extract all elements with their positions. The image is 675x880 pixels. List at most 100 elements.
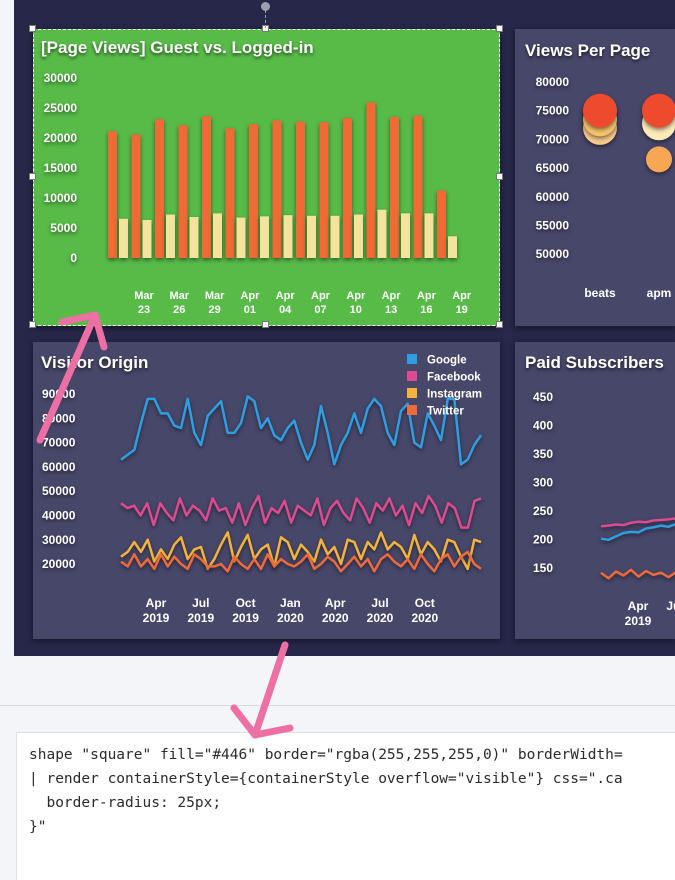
y-tick-label: 60000 <box>42 460 76 474</box>
bar-orange <box>225 128 235 258</box>
code-editor[interactable]: shape "square" fill="#446" border="rgba(… <box>16 732 675 880</box>
bar-orange <box>272 120 282 258</box>
y-tick-label: 70000 <box>42 436 76 450</box>
bar-orange <box>319 122 329 258</box>
x-tick-label: Apr <box>628 599 649 613</box>
bar-orange <box>249 124 258 258</box>
x-tick-label: Apr <box>452 290 472 302</box>
code-line-4[interactable]: }" <box>29 819 47 835</box>
resize-handle-left[interactable] <box>29 173 36 180</box>
bar-orange <box>366 102 376 258</box>
bubble-point <box>646 146 672 173</box>
y-tick-label: 50000 <box>536 247 570 261</box>
y-tick-label: 200 <box>533 533 553 547</box>
bubble-point <box>642 93 675 128</box>
y-tick-label: 300 <box>533 476 553 490</box>
bar-cream <box>283 215 293 258</box>
x-tick-label: Oct <box>236 596 256 610</box>
y-tick-label: 450 <box>533 390 553 404</box>
rotate-handle[interactable] <box>261 2 270 11</box>
x-tick-label: Apr <box>325 596 346 610</box>
x-tick-label: 2020 <box>322 611 349 625</box>
x-tick-label: 2019 <box>187 611 214 625</box>
x-tick-label: 04 <box>279 304 292 316</box>
x-tick-label: 23 <box>138 304 150 316</box>
y-tick-label: 75000 <box>536 104 570 118</box>
paid-subscribers-panel[interactable]: Paid Subscribers 450 400 350 300 250 200 150 Ap… <box>515 342 675 639</box>
y-tick-label: 25000 <box>44 101 78 115</box>
bar-cream <box>260 216 269 258</box>
page-views-title: [Page Views] Guest vs. Logged-in <box>41 38 314 57</box>
bar-cream <box>354 214 363 258</box>
legend-label: Facebook <box>427 372 481 384</box>
resize-handle-top-right[interactable] <box>496 25 503 32</box>
visitor-origin-panel[interactable]: Visitor Origin 90000 80000 70000 60000 50000… <box>33 342 500 639</box>
y-tick-label: 10000 <box>44 191 78 205</box>
x-tick-label: 2019 <box>625 614 652 628</box>
y-tick-label: 150 <box>533 561 553 575</box>
series-line-google <box>120 395 483 466</box>
y-tick-label: 70000 <box>536 132 570 146</box>
x-tick-label: 13 <box>385 304 397 316</box>
views-per-page-panel[interactable]: Views Per Page 80000 75000 70000 65000 60000… <box>515 29 675 326</box>
code-line-1[interactable]: shape "square" fill="#446" border="rgba(… <box>29 747 623 763</box>
resize-handle-bottom-left[interactable] <box>29 321 36 328</box>
x-tick-label: Mar <box>205 290 225 302</box>
x-tick-label: 19 <box>456 304 468 316</box>
y-tick-label: 15000 <box>44 161 78 175</box>
bar-orange <box>155 119 164 258</box>
y-tick-label: 250 <box>533 504 553 518</box>
bar-cream <box>189 216 199 258</box>
y-tick-label: 65000 <box>536 161 570 175</box>
bar-orange <box>413 115 423 258</box>
resize-handle-right[interactable] <box>496 173 503 180</box>
series-line-2 <box>600 568 675 580</box>
bar-orange <box>178 125 188 259</box>
code-line-3[interactable]: border-radius: 25px; <box>29 795 222 811</box>
x-tick-label: Apr <box>146 596 167 610</box>
x-label: beats <box>584 286 616 300</box>
y-tick-label: 30000 <box>44 71 78 85</box>
x-tick-label: 29 <box>208 304 220 316</box>
bar-orange <box>296 121 305 258</box>
resize-handle-bottom-right[interactable] <box>496 321 503 328</box>
bar-orange <box>390 116 399 258</box>
x-tick-label: 2019 <box>232 611 259 625</box>
legend-label: Instagram <box>427 389 482 401</box>
y-tick-label: 350 <box>533 447 553 461</box>
resize-handle-top-left[interactable] <box>29 25 36 32</box>
bar-cream <box>330 215 340 258</box>
editor-divider <box>0 705 675 706</box>
x-tick-label: 2020 <box>411 611 438 625</box>
x-tick-label: Apr <box>311 290 331 302</box>
bar-cream <box>448 236 457 258</box>
bar-cream <box>401 213 410 258</box>
legend-swatch <box>407 354 417 364</box>
x-tick-label: 2019 <box>143 611 170 625</box>
code-line-2[interactable]: | render containerStyle={containerStyle … <box>29 771 623 787</box>
y-tick-label: 5000 <box>50 221 77 235</box>
rotate-handle-line <box>265 5 266 28</box>
y-tick-label: 90000 <box>42 387 76 401</box>
page-views-panel[interactable]: [Page Views] Guest vs. Logged-in 30000 25… <box>29 25 503 328</box>
y-tick-label: 20000 <box>42 557 76 571</box>
x-tick-label: Apr <box>276 290 296 302</box>
views-per-page-title: Views Per Page <box>525 41 651 60</box>
x-tick-label: Oct <box>415 596 435 610</box>
resize-handle-bottom[interactable] <box>262 321 269 328</box>
bar-cream <box>424 213 434 258</box>
bar-orange <box>108 131 117 258</box>
series-line-1 <box>600 522 675 542</box>
x-tick-label: Jan <box>280 596 301 610</box>
series-line-facebook <box>120 494 482 529</box>
x-tick-label: 2020 <box>367 611 394 625</box>
x-tick-label: Mar <box>134 290 154 302</box>
x-tick-label: 2020 <box>277 611 304 625</box>
x-tick-label: Jul <box>666 599 675 613</box>
visitor-origin-chart: 90000 80000 70000 60000 50000 40000 30000 20000… <box>42 354 483 625</box>
x-tick-label: 16 <box>420 304 432 316</box>
bar-orange <box>131 134 141 258</box>
bar-orange <box>437 190 446 258</box>
legend-swatch <box>407 371 417 381</box>
